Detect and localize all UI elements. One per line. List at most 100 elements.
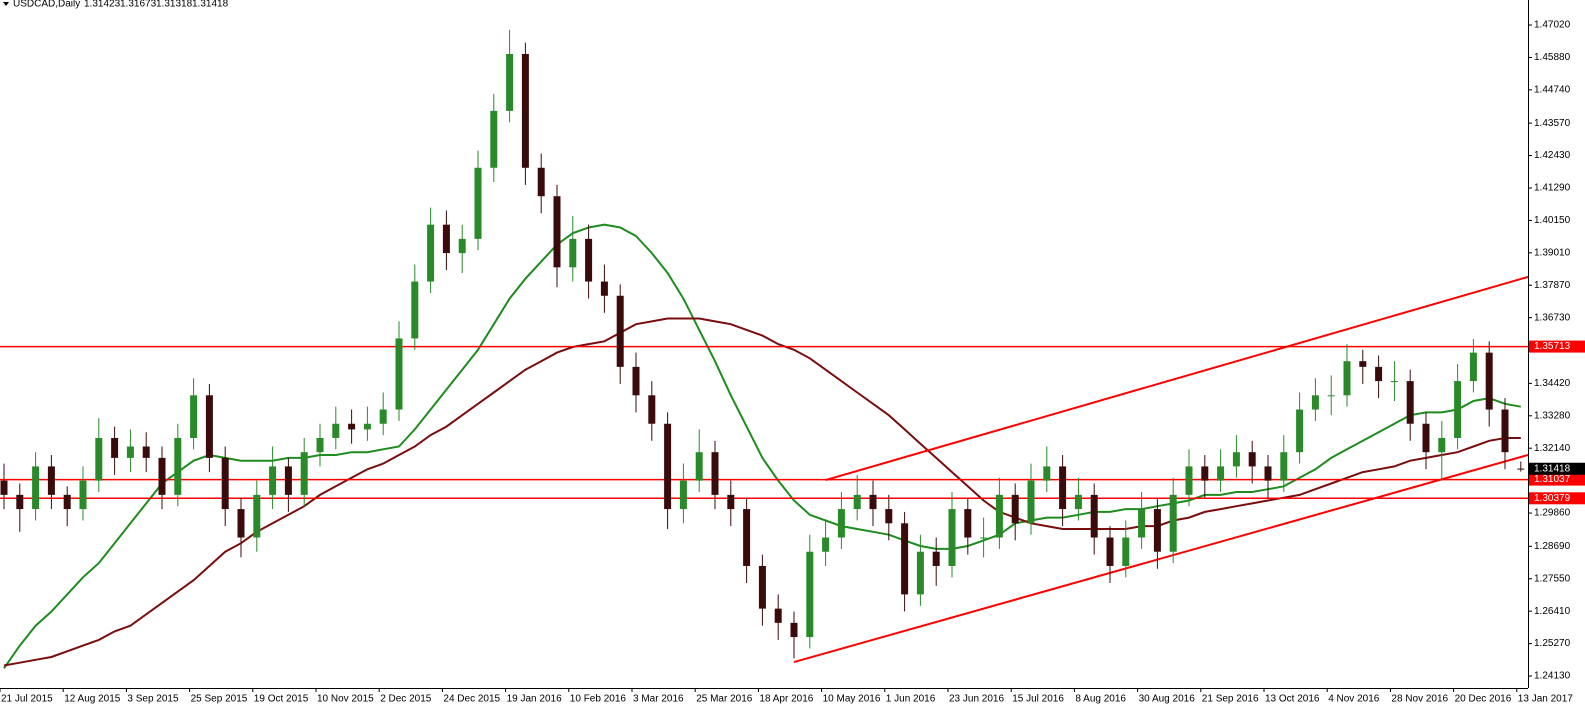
candle-body xyxy=(1311,395,1319,410)
x-tick-label: 24 Dec 2015 xyxy=(443,694,500,705)
menu-triangle[interactable] xyxy=(3,2,9,6)
candle-body xyxy=(126,446,134,458)
level-label-box xyxy=(1529,340,1585,353)
candle-body xyxy=(142,446,150,458)
candle-body xyxy=(379,409,387,424)
candle-body xyxy=(411,281,419,339)
candle-body xyxy=(1422,423,1430,453)
candle-body xyxy=(727,494,735,510)
y-tick-label: 1.36730 xyxy=(1534,312,1571,323)
current-price-box xyxy=(1529,462,1585,475)
candle-body xyxy=(1138,509,1146,538)
x-tick-label: 25 Mar 2016 xyxy=(696,694,753,705)
candle-body xyxy=(300,452,308,495)
x-tick-label: 21 Jul 2015 xyxy=(1,694,53,705)
candle-body xyxy=(869,494,877,510)
candle-body xyxy=(600,281,608,296)
candle-body xyxy=(158,457,166,495)
x-tick-label: 10 May 2016 xyxy=(823,694,881,705)
candle-body xyxy=(932,551,940,566)
candle-body xyxy=(774,608,782,623)
candle-body xyxy=(822,537,830,552)
candle-body xyxy=(474,167,482,239)
candle-body xyxy=(806,551,814,638)
x-tick-label: 8 Aug 2016 xyxy=(1075,694,1126,705)
candle-body xyxy=(1359,361,1367,367)
x-tick-label: 3 Mar 2016 xyxy=(633,694,684,705)
candle-body xyxy=(1011,494,1019,524)
x-tick-label: 19 Oct 2015 xyxy=(254,694,309,705)
x-tick-label: 2 Dec 2015 xyxy=(380,694,432,705)
candle-body xyxy=(1169,494,1177,552)
candle-body xyxy=(632,366,640,396)
candle-body xyxy=(1375,366,1383,382)
candle-body xyxy=(1517,468,1525,470)
candle-body xyxy=(1217,466,1225,481)
candle-body xyxy=(837,509,845,538)
candle-body xyxy=(1059,466,1067,510)
candle-body xyxy=(47,466,55,495)
candle-body xyxy=(316,437,324,453)
candle-body xyxy=(32,466,40,510)
candle-body xyxy=(1090,494,1098,538)
x-tick-label: 12 Aug 2015 xyxy=(64,694,121,705)
y-tick-label: 1.43570 xyxy=(1534,118,1571,129)
candle-body xyxy=(1248,452,1256,467)
header-ohlc: 1.31423 xyxy=(84,0,121,10)
candle-body xyxy=(901,523,909,595)
y-tick-label: 1.47020 xyxy=(1534,20,1571,31)
x-tick-label: 21 Sep 2016 xyxy=(1202,694,1259,705)
candle-body xyxy=(679,480,687,510)
y-tick-label: 1.29860 xyxy=(1534,508,1571,519)
candle-body xyxy=(1406,381,1414,424)
candle-body xyxy=(758,565,766,609)
axes: 1.47020 1.45880 1.44740 1.43570 1.42430 1.412… xyxy=(0,20,1585,705)
candle-body xyxy=(853,494,861,510)
candle-body xyxy=(648,395,656,424)
candle-body xyxy=(490,110,498,168)
candle-body xyxy=(458,238,466,254)
chart-title: USDCAD,Daily xyxy=(13,0,80,10)
candle-body xyxy=(1122,537,1130,566)
y-tick-label: 1.41290 xyxy=(1534,183,1571,194)
candle-body xyxy=(1390,381,1398,383)
level-label: 1.31037 xyxy=(1534,474,1571,485)
candle-body xyxy=(395,338,403,410)
candle-body xyxy=(63,494,71,510)
candle-body xyxy=(16,494,24,510)
level-label: 1.30379 xyxy=(1534,493,1571,504)
candle-body xyxy=(1296,409,1304,453)
x-tick-label: 18 Apr 2016 xyxy=(759,694,813,705)
candle-body xyxy=(348,423,356,430)
current-price-label: 1.31418 xyxy=(1534,463,1571,474)
candle-body xyxy=(237,509,245,538)
candle-body xyxy=(743,509,751,566)
y-tick-label: 1.25270 xyxy=(1534,638,1571,649)
x-tick-label: 15 Jul 2016 xyxy=(1012,694,1064,705)
y-tick-label: 1.40150 xyxy=(1534,215,1571,226)
candle-body xyxy=(111,437,119,458)
candle-body xyxy=(506,54,514,111)
y-tick-label: 1.26410 xyxy=(1534,606,1571,617)
y-tick-label: 1.37870 xyxy=(1534,280,1571,291)
y-tick-label: 1.34420 xyxy=(1534,378,1571,389)
candle-body xyxy=(585,238,593,282)
candle-body xyxy=(427,224,435,282)
candle-body xyxy=(1485,352,1493,410)
candle-body xyxy=(332,423,340,438)
candle-body xyxy=(0,480,8,495)
candle-body xyxy=(284,466,292,495)
candle-body xyxy=(363,423,371,430)
candle-body xyxy=(1185,466,1193,495)
x-tick-label: 13 Oct 2016 xyxy=(1265,694,1320,705)
candle-body xyxy=(1469,352,1477,382)
candle-body xyxy=(221,457,229,510)
candle-body xyxy=(616,295,624,367)
candle-body xyxy=(916,551,924,595)
trend-line xyxy=(793,454,1528,664)
x-tick-label: 1 Jun 2016 xyxy=(886,694,936,705)
candle-body xyxy=(964,509,972,538)
header-ohlc: 1.31318 xyxy=(156,0,193,10)
x-tick-label: 30 Aug 2016 xyxy=(1139,694,1196,705)
